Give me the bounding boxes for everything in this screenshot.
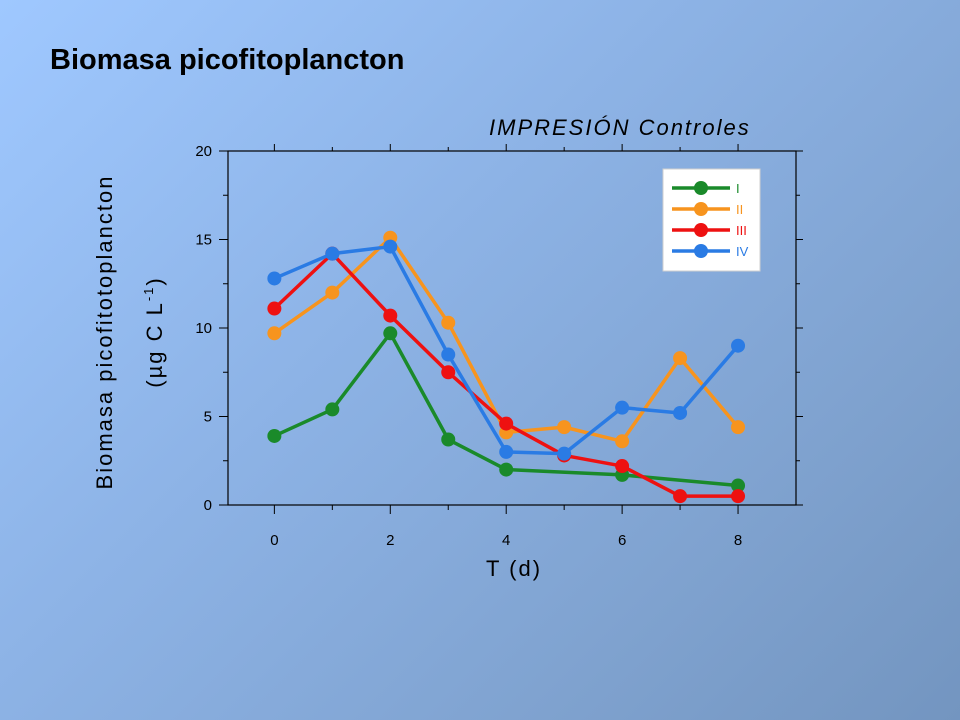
data-point — [441, 432, 456, 447]
x-axis: 0 2 4 6 8 — [270, 144, 742, 549]
series-III — [267, 246, 746, 504]
data-point — [267, 428, 282, 443]
y-axis-unit-text: (µg C L — [142, 301, 167, 388]
data-point — [383, 326, 398, 341]
data-point — [731, 338, 746, 353]
data-point — [731, 420, 746, 435]
y-tick-label: 0 — [204, 497, 212, 514]
chart-title: IMPRESIÓN Controles — [489, 115, 751, 140]
slide-title: Biomasa picofitoplancton — [50, 44, 405, 76]
data-point — [499, 462, 514, 477]
data-point — [267, 271, 282, 286]
y-tick-label: 10 — [195, 320, 212, 337]
legend-box — [662, 168, 761, 272]
legend-item-III: III — [672, 223, 747, 238]
legend-marker — [694, 181, 708, 195]
series-layer — [267, 230, 746, 504]
legend-item-IV: IV — [672, 244, 749, 259]
legend-marker — [694, 223, 708, 237]
data-point — [615, 400, 630, 415]
legend-label: I — [736, 181, 740, 196]
data-point — [499, 416, 514, 431]
series-IV — [267, 239, 746, 461]
data-point — [731, 489, 746, 504]
data-point — [383, 239, 398, 254]
y-axis-label-line1: Biomasa picofitotoplancton — [92, 175, 117, 490]
data-point — [267, 301, 282, 316]
y-axis-unit-sup: -1 — [141, 286, 156, 302]
data-point — [731, 478, 746, 493]
data-point — [325, 285, 340, 300]
legend-label: III — [736, 223, 747, 238]
data-point — [615, 434, 630, 449]
data-point — [441, 347, 456, 362]
x-tick-label: 0 — [270, 532, 278, 549]
data-point — [267, 326, 282, 341]
svg-text:(µg C L-1): (µg C L-1) — [141, 276, 167, 387]
data-point — [615, 459, 630, 474]
y-axis: 0 5 10 15 20 — [195, 143, 803, 514]
x-axis-label: T (d) — [486, 556, 542, 581]
data-point — [383, 308, 398, 323]
legend-item-II: II — [672, 202, 743, 217]
data-point — [557, 420, 572, 435]
y-axis-unit: (µg C L-1) — [141, 276, 167, 387]
data-point — [557, 446, 572, 461]
data-point — [441, 315, 456, 330]
data-point — [673, 351, 688, 366]
series-I — [267, 326, 746, 493]
data-point — [441, 365, 456, 380]
data-point — [673, 405, 688, 420]
data-point — [325, 246, 340, 261]
y-axis-unit-close: ) — [142, 276, 167, 285]
y-tick-label: 20 — [195, 143, 212, 160]
x-tick-label: 4 — [502, 532, 510, 549]
legend-item-I: I — [672, 181, 740, 196]
y-axis-label: Biomasa picofitotoplancton — [92, 175, 117, 490]
y-tick-label: 15 — [195, 232, 212, 249]
x-tick-label: 2 — [386, 532, 394, 549]
legend-marker — [694, 202, 708, 216]
legend-marker — [694, 244, 708, 258]
data-point — [499, 444, 514, 459]
data-point — [673, 489, 688, 504]
y-tick-label: 5 — [204, 409, 212, 426]
legend-label: IV — [736, 244, 749, 259]
x-tick-label: 8 — [734, 532, 742, 549]
data-point — [325, 402, 340, 417]
legend-label: II — [736, 202, 743, 217]
x-tick-label: 6 — [618, 532, 626, 549]
